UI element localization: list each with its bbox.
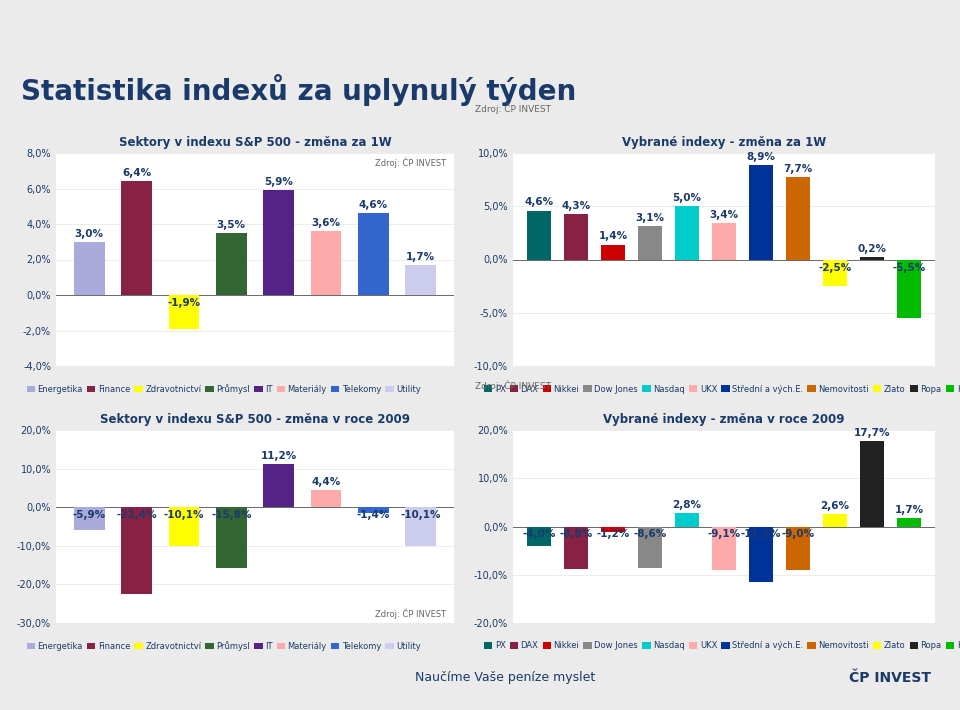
Bar xyxy=(601,244,625,259)
Bar xyxy=(169,295,200,329)
Title: Vybrané indexy - změna v roce 2009: Vybrané indexy - změna v roce 2009 xyxy=(603,413,845,426)
Text: Zdroj: ČP INVEST: Zdroj: ČP INVEST xyxy=(375,608,446,619)
Text: 3,4%: 3,4% xyxy=(709,210,738,220)
Text: -9,1%: -9,1% xyxy=(708,530,740,540)
Text: 0,2%: 0,2% xyxy=(857,244,887,254)
Bar xyxy=(638,527,662,568)
Bar xyxy=(897,518,921,527)
Text: 3,6%: 3,6% xyxy=(312,218,341,228)
Bar xyxy=(564,527,588,569)
Text: 1,4%: 1,4% xyxy=(598,231,628,241)
Bar xyxy=(564,214,588,259)
Bar xyxy=(169,507,200,546)
Text: 4,3%: 4,3% xyxy=(562,200,590,210)
Text: Zdroj: ČP INVEST: Zdroj: ČP INVEST xyxy=(475,104,551,114)
Text: -5,5%: -5,5% xyxy=(893,263,925,273)
Bar xyxy=(712,223,736,259)
Bar xyxy=(311,231,342,295)
Bar xyxy=(860,441,884,527)
Bar xyxy=(405,265,436,295)
Bar xyxy=(712,527,736,570)
Bar xyxy=(216,507,247,568)
Legend: PX, DAX, Nikkei, Dow Jones, Nasdaq, UKX, Střední a vých.E., Nemovitosti, Zlato, : PX, DAX, Nikkei, Dow Jones, Nasdaq, UKX,… xyxy=(484,642,960,650)
Text: -1,4%: -1,4% xyxy=(357,510,390,520)
Bar xyxy=(897,259,921,318)
Text: 5,9%: 5,9% xyxy=(264,177,293,187)
Text: -15,8%: -15,8% xyxy=(211,510,252,520)
Bar xyxy=(263,464,294,507)
Text: -10,1%: -10,1% xyxy=(163,510,204,520)
Text: -10,1%: -10,1% xyxy=(400,510,441,520)
Text: Zdroj: ČP INVEST: Zdroj: ČP INVEST xyxy=(375,157,446,168)
Bar xyxy=(74,507,105,530)
Text: 7,7%: 7,7% xyxy=(783,164,813,174)
Bar xyxy=(121,181,152,295)
Text: -1,9%: -1,9% xyxy=(167,298,201,308)
Text: 2,6%: 2,6% xyxy=(821,501,850,511)
Legend: Energetika, Finance, Zdravotnictví, Průmysl, IT, Materiály, Telekomy, Utility: Energetika, Finance, Zdravotnictví, Prům… xyxy=(27,641,420,651)
Text: 5,0%: 5,0% xyxy=(673,193,702,203)
Text: -9,0%: -9,0% xyxy=(781,530,815,540)
Text: -4,0%: -4,0% xyxy=(522,530,556,540)
Text: -22,4%: -22,4% xyxy=(116,510,156,520)
Bar xyxy=(263,190,294,295)
Text: 3,1%: 3,1% xyxy=(636,213,664,223)
Text: 4,6%: 4,6% xyxy=(359,200,388,210)
Bar xyxy=(749,165,773,259)
Bar xyxy=(675,513,699,527)
Bar xyxy=(675,206,699,259)
Text: 3,0%: 3,0% xyxy=(75,229,104,239)
Text: ČP INVEST: ČP INVEST xyxy=(850,670,931,684)
Bar xyxy=(527,210,551,259)
Text: 4,4%: 4,4% xyxy=(311,477,341,487)
Text: 1,7%: 1,7% xyxy=(406,251,436,261)
Text: -8,6%: -8,6% xyxy=(634,530,666,540)
Bar xyxy=(311,490,342,507)
Bar xyxy=(860,257,884,259)
Bar xyxy=(786,178,810,259)
Text: Statistika indexů za uplynulý týden: Statistika indexů za uplynulý týden xyxy=(21,74,576,106)
Text: 1,7%: 1,7% xyxy=(895,506,924,515)
Bar xyxy=(74,241,105,295)
Title: Vybrané indexy - změna za 1W: Vybrané indexy - změna za 1W xyxy=(622,136,827,149)
Bar xyxy=(527,527,551,546)
Bar xyxy=(786,527,810,570)
Bar xyxy=(358,507,389,513)
Bar xyxy=(638,226,662,259)
Text: Naučíme Vaše peníze myslet: Naučíme Vaše peníze myslet xyxy=(415,671,595,684)
Title: Sektory v indexu S&P 500 - změna v roce 2009: Sektory v indexu S&P 500 - změna v roce … xyxy=(100,413,410,426)
Bar xyxy=(358,213,389,295)
Bar xyxy=(823,259,847,286)
Bar xyxy=(601,527,625,532)
Text: 4,6%: 4,6% xyxy=(524,197,554,207)
Text: 11,2%: 11,2% xyxy=(260,451,297,461)
Text: 8,9%: 8,9% xyxy=(747,151,776,161)
Text: 17,7%: 17,7% xyxy=(853,428,890,438)
Text: Zdroj: ČP INVEST: Zdroj: ČP INVEST xyxy=(475,381,551,391)
Text: 6,4%: 6,4% xyxy=(122,168,151,178)
Title: Sektory v indexu S&P 500 - změna za 1W: Sektory v indexu S&P 500 - změna za 1W xyxy=(119,136,392,149)
Text: 3,5%: 3,5% xyxy=(217,219,246,229)
Text: 2,8%: 2,8% xyxy=(673,500,702,510)
Bar xyxy=(216,233,247,295)
Bar xyxy=(121,507,152,594)
Bar xyxy=(749,527,773,582)
Bar xyxy=(823,514,847,527)
Text: -1,2%: -1,2% xyxy=(596,530,630,540)
Text: -11,5%: -11,5% xyxy=(741,530,781,540)
Legend: PX, DAX, Nikkei, Dow Jones, Nasdaq, UKX, Střední a vých.E., Nemovitosti, Zlato, : PX, DAX, Nikkei, Dow Jones, Nasdaq, UKX,… xyxy=(484,385,960,393)
Text: -8,8%: -8,8% xyxy=(560,530,592,540)
Text: -5,9%: -5,9% xyxy=(73,510,106,520)
Bar xyxy=(405,507,436,546)
Text: -2,5%: -2,5% xyxy=(819,263,852,273)
Legend: Energetika, Finance, Zdravotnictví, Průmysl, IT, Materiály, Telekomy, Utility: Energetika, Finance, Zdravotnictví, Prům… xyxy=(27,384,420,394)
